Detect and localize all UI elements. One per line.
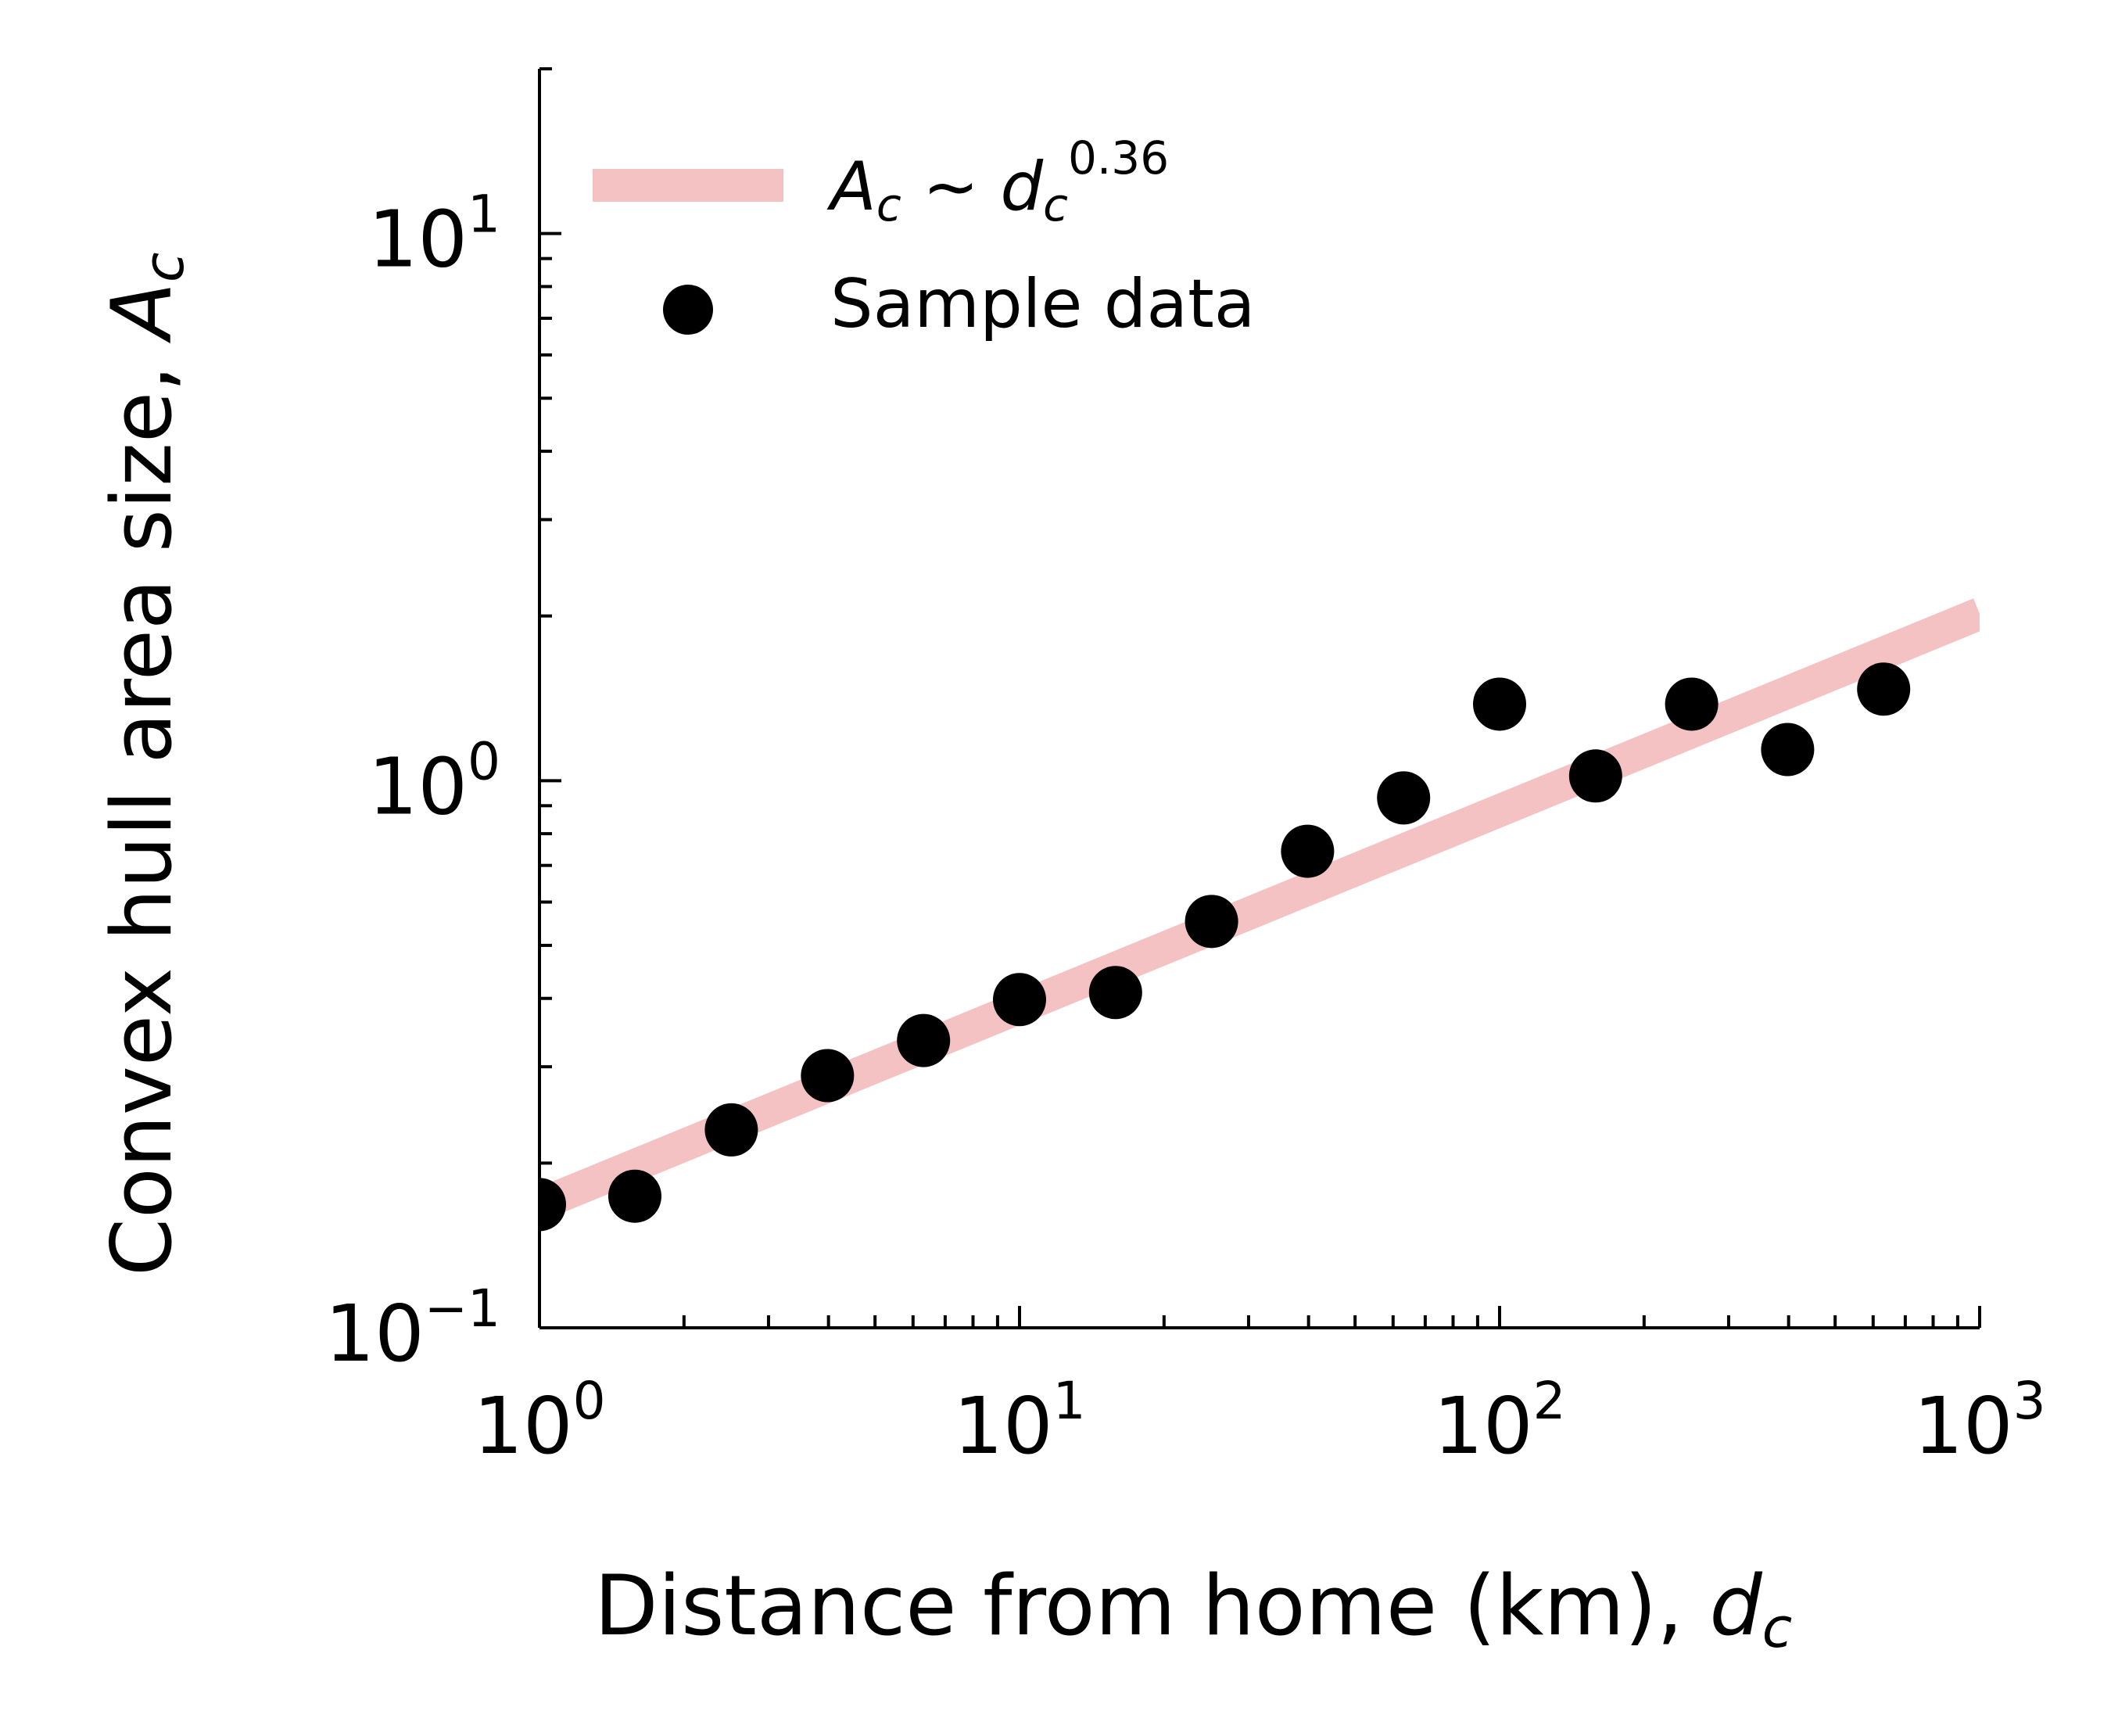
x-tick-label: 103 bbox=[1913, 1371, 2045, 1472]
fit-line-layer bbox=[539, 598, 1980, 1220]
y-axis-label-var: A bbox=[94, 282, 190, 344]
data-point bbox=[1568, 749, 1622, 803]
x-axis-label-text: Distance from home (km), bbox=[594, 1558, 1710, 1654]
data-points-layer bbox=[539, 662, 1911, 1232]
axes bbox=[538, 69, 1980, 1329]
x-tick-label: 102 bbox=[1433, 1371, 1565, 1472]
data-point bbox=[607, 1169, 661, 1223]
y-tick-label: 101 bbox=[368, 185, 500, 285]
x-tick-label: 100 bbox=[473, 1371, 605, 1472]
data-point bbox=[1281, 824, 1335, 878]
data-point bbox=[1857, 662, 1911, 716]
legend-fit-swatch bbox=[593, 169, 783, 202]
x-axis-label: Distance from home (km), dc bbox=[594, 1558, 1792, 1660]
data-point bbox=[1665, 677, 1719, 731]
ticks bbox=[538, 67, 1981, 1329]
data-point bbox=[1473, 677, 1526, 731]
legend: Ac ~ dc0.36 Sample data bbox=[593, 131, 1256, 343]
legend-fit-sub2: c bbox=[1043, 178, 1068, 231]
x-axis-label-var: d bbox=[1710, 1558, 1763, 1654]
legend-fit-var2: d bbox=[1000, 148, 1043, 226]
data-point bbox=[539, 1178, 566, 1232]
data-point bbox=[704, 1103, 758, 1157]
y-axis-label-text: Convex hull area size, bbox=[94, 339, 190, 1276]
legend-fit-label: Ac ~ dc0.36 bbox=[826, 131, 1169, 231]
y-tick-label: 100 bbox=[368, 731, 500, 832]
data-point bbox=[1185, 895, 1238, 949]
legend-fit-sub1: c bbox=[876, 178, 901, 231]
fit-line bbox=[539, 598, 1980, 1220]
data-point bbox=[993, 973, 1046, 1027]
y-axis-label-sub: c bbox=[132, 252, 196, 282]
x-axis-label-sub: c bbox=[1762, 1596, 1793, 1660]
data-point bbox=[801, 1049, 855, 1103]
x-tick-label: 101 bbox=[953, 1371, 1085, 1472]
data-point bbox=[1761, 723, 1815, 777]
legend-fit-exp: 0.36 bbox=[1068, 131, 1169, 185]
legend-data-label: Sample data bbox=[830, 265, 1256, 343]
data-point bbox=[897, 1013, 951, 1067]
legend-data-marker bbox=[663, 285, 713, 335]
legend-fit-var1: A bbox=[826, 148, 876, 226]
data-point bbox=[1088, 966, 1142, 1020]
y-axis-label: Convex hull area size, Ac bbox=[94, 252, 196, 1276]
y-tick-label: 10−1 bbox=[324, 1279, 500, 1379]
legend-fit-sep: ~ bbox=[901, 148, 1001, 226]
data-point bbox=[1377, 771, 1431, 825]
